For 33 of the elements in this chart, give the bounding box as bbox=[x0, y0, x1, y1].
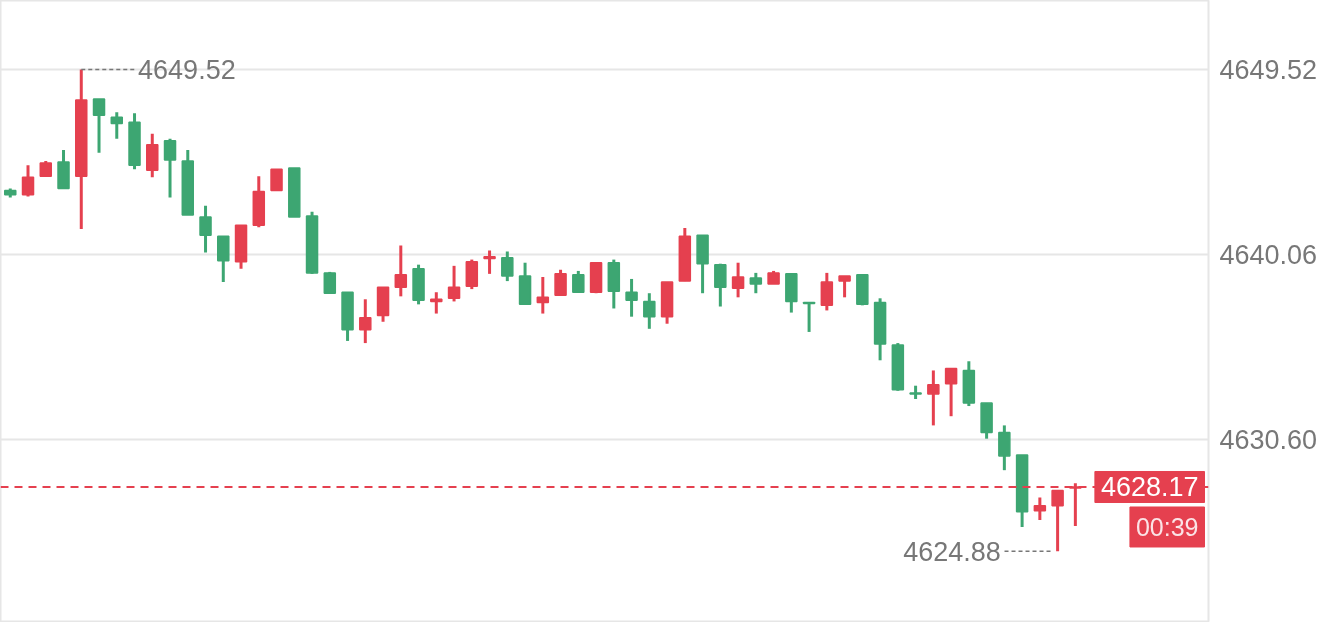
y-tick-label: 4649.52 bbox=[1219, 55, 1318, 86]
candlestick bbox=[359, 299, 372, 345]
candlestick bbox=[163, 138, 177, 198]
candlestick bbox=[554, 269, 567, 296]
y-tick-label: 4640.06 bbox=[1219, 240, 1318, 270]
annotation: 4649.52 bbox=[138, 55, 236, 86]
candlestick bbox=[447, 264, 461, 302]
y-tick-label: 4630.60 bbox=[1219, 424, 1318, 455]
candlestick bbox=[394, 245, 408, 297]
candlestick bbox=[572, 269, 585, 293]
candlestick bbox=[1051, 489, 1064, 552]
candlestick bbox=[820, 271, 834, 311]
candlestick bbox=[944, 367, 958, 418]
candlestick bbox=[927, 370, 940, 426]
annotation: 4624.88 bbox=[903, 536, 1001, 567]
candlestick bbox=[536, 276, 550, 314]
candlestick bbox=[838, 275, 851, 298]
candlestick bbox=[643, 293, 656, 329]
candlestick bbox=[483, 250, 496, 274]
candlestick bbox=[199, 204, 212, 253]
candlestick bbox=[625, 277, 638, 317]
candlestick bbox=[998, 425, 1011, 472]
candlestick bbox=[714, 263, 727, 307]
candlestick bbox=[501, 251, 514, 283]
candlestick bbox=[1033, 497, 1047, 521]
candlestick bbox=[21, 165, 35, 197]
candlestick bbox=[92, 98, 106, 153]
candlestick bbox=[731, 262, 745, 298]
candlestick bbox=[110, 112, 124, 139]
ref-line-label: 4628.17 bbox=[1100, 472, 1199, 503]
candlestick bbox=[270, 168, 283, 192]
candlestick bbox=[749, 271, 763, 295]
text: 00:39 bbox=[1135, 512, 1199, 541]
